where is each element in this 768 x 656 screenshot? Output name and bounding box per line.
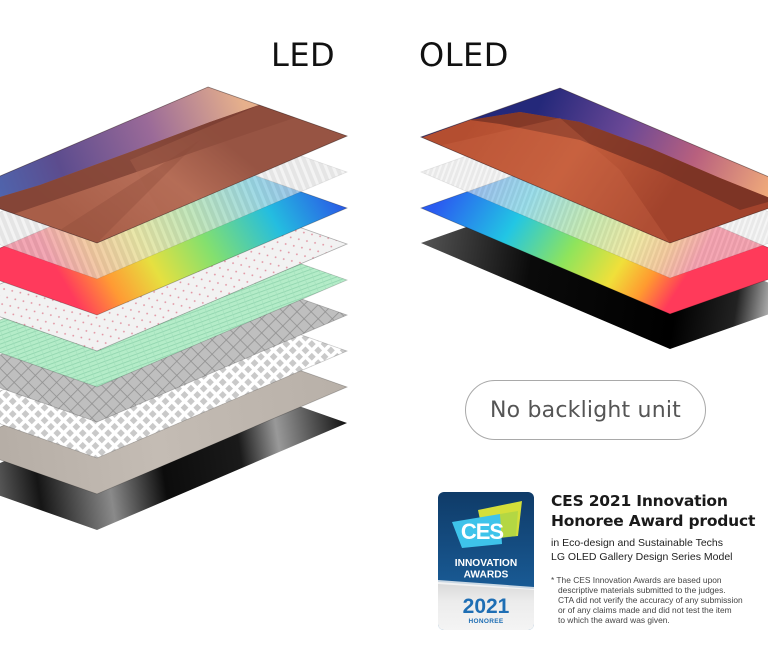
award-subtitle-line1: in Eco-design and Sustainable Techs bbox=[551, 537, 724, 549]
award-disclaimer: * The CES Innovation Awards are based up… bbox=[551, 575, 768, 625]
oled-stack bbox=[419, 87, 768, 349]
disclaimer-line: or of any claims made and did not test t… bbox=[558, 605, 732, 615]
award-title-line2: Honoree Award product bbox=[551, 512, 756, 530]
no-backlight-label: No backlight unit bbox=[490, 397, 681, 423]
oled-heading: OLED bbox=[419, 36, 509, 74]
disclaimer-line: * The CES Innovation Awards are based up… bbox=[551, 575, 722, 585]
no-backlight-pill: No backlight unit bbox=[465, 380, 706, 440]
award-subtitle-line2: LG OLED Gallery Design Series Model bbox=[551, 551, 733, 563]
award-title-line1: CES 2021 Innovation bbox=[551, 492, 728, 510]
ces-logo-icon bbox=[452, 501, 522, 548]
badge-logo-text: CES bbox=[461, 519, 504, 544]
led-stack bbox=[0, 86, 349, 530]
badge-line1: INNOVATION bbox=[455, 558, 517, 569]
ces-innovation-badge: CES INNOVATION AWARDS 2021 HONOREE bbox=[438, 492, 534, 630]
award-description: CES 2021 Innovation Honoree Award produc… bbox=[551, 491, 768, 625]
disclaimer-line: CTA did not verify the accuracy of any s… bbox=[558, 595, 743, 605]
led-heading: LED bbox=[271, 36, 336, 74]
badge-line2: AWARDS bbox=[464, 570, 509, 581]
disclaimer-line: to which the award was given. bbox=[558, 615, 670, 625]
badge-status: HONOREE bbox=[469, 618, 504, 625]
disclaimer-line: descriptive materials submitted to the j… bbox=[558, 585, 726, 595]
badge-year: 2021 bbox=[463, 595, 510, 618]
